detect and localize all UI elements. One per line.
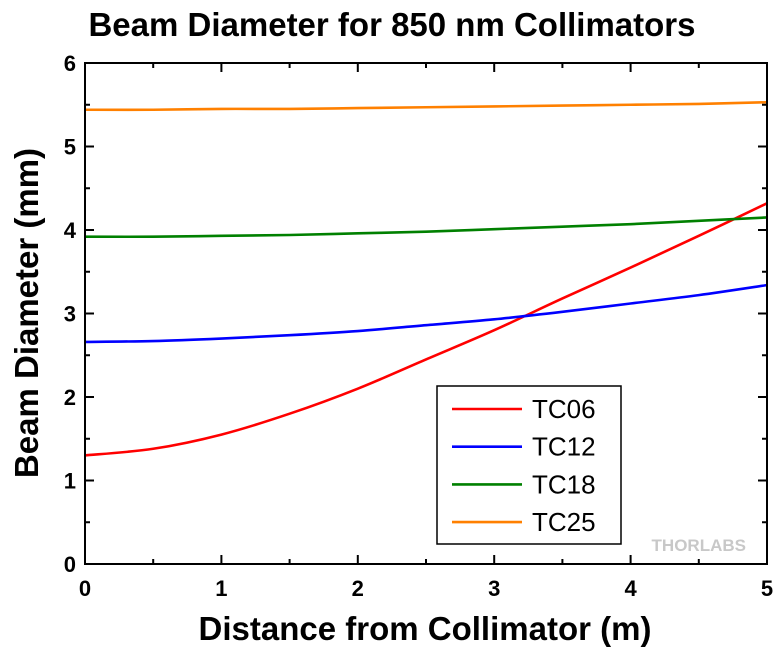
- series-line-tc18: [84, 216, 768, 239]
- x-tick-label: 3: [488, 576, 500, 601]
- legend: TC06 TC12 TC18 TC25: [436, 385, 622, 545]
- x-tick-label: 2: [352, 576, 364, 601]
- legend-label-tc18: TC18: [532, 469, 596, 499]
- legend-box: [436, 385, 622, 545]
- x-tick-label: 0: [79, 576, 91, 601]
- y-tick-label: 2: [64, 385, 76, 410]
- y-axis-label: Beam Diameter (mm): [8, 148, 45, 478]
- y-tick-label: 6: [64, 51, 76, 76]
- series-line-tc25: [84, 100, 768, 112]
- y-tick-label: 5: [64, 135, 76, 160]
- y-tick-label: 4: [64, 218, 77, 243]
- plot-frame: [84, 62, 768, 565]
- y-tick-label: 3: [64, 302, 76, 327]
- legend-label-tc25: TC25: [532, 507, 596, 537]
- x-tick-label: 4: [624, 576, 637, 601]
- chart-title: Beam Diameter for 850 nm Collimators: [88, 6, 695, 43]
- watermark-logo: THORLABS: [652, 536, 746, 555]
- plot-area: 0 1 2 3 4 5 0 1 2 3 4 5 6 TC06 TC12 TC18 TC25 THORLABS: [64, 51, 773, 601]
- x-tick-label: 1: [215, 576, 227, 601]
- y-tick-label: 1: [64, 469, 76, 494]
- series-line-tc12: [84, 283, 768, 344]
- legend-label-tc06: TC06: [532, 394, 596, 424]
- x-axis-label: Distance from Collimator (m): [199, 610, 652, 647]
- x-tick-label: 5: [761, 576, 773, 601]
- y-tick-label: 0: [64, 552, 76, 577]
- legend-label-tc12: TC12: [532, 432, 596, 462]
- series-line-tc06: [84, 202, 768, 457]
- series-group: [84, 100, 768, 457]
